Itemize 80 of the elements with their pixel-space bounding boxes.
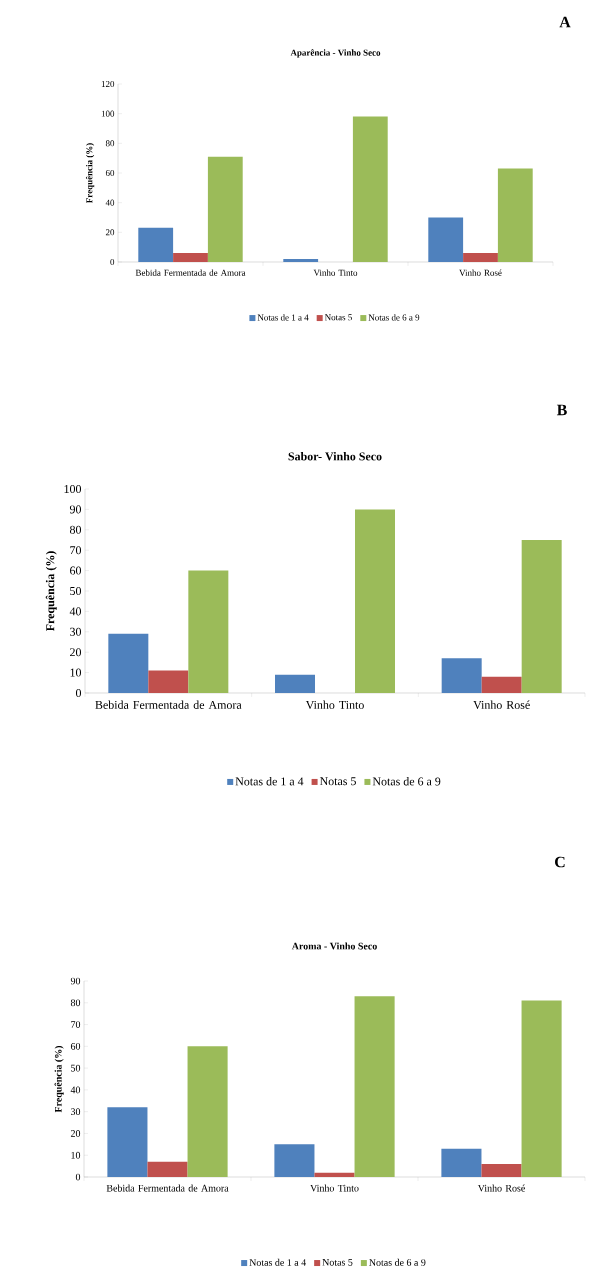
y-tick-label: 40	[69, 607, 82, 616]
legend-label: Notas de 6 a 9	[372, 777, 441, 786]
text: C	[555, 856, 565, 868]
bar	[314, 1172, 355, 1177]
legend-label: Notas de 6 a 9	[368, 314, 420, 321]
bar	[521, 539, 562, 693]
chart-title: Sabor- Vinho Seco	[288, 452, 382, 461]
y-tick-label: 60	[70, 1042, 81, 1050]
x-tick-label: Bebida Fermentada de Amora	[135, 269, 246, 276]
y-tick-label: 0	[75, 688, 82, 698]
bar	[108, 633, 149, 693]
bar	[187, 1046, 228, 1177]
bar	[147, 1161, 188, 1177]
legend-label: Notas 5	[322, 1259, 353, 1266]
x-tick-label: Bebida Fermentada de Amora	[106, 1184, 229, 1192]
y-axis-title: Frequência (%)	[54, 1045, 64, 1113]
y-tick-label: 50	[71, 1064, 81, 1072]
y-tick-label: 20	[70, 1130, 81, 1137]
bar	[107, 1107, 148, 1177]
y-tick-label: 60	[105, 169, 115, 177]
y-tick-label: 40	[70, 1086, 81, 1094]
y-tick-label: 0	[75, 1173, 81, 1181]
y-tick-label: 100	[64, 484, 82, 494]
text: B	[556, 404, 567, 416]
bar	[352, 116, 388, 262]
y-tick-label: 10	[71, 1151, 81, 1159]
y-axis-title: Frequência (%)	[45, 551, 57, 632]
bar	[497, 168, 533, 262]
y-axis-title: Frequência (%)	[85, 143, 95, 203]
y-tick-label: 90	[69, 505, 82, 514]
bar	[274, 1144, 315, 1177]
y-tick-label: 0	[110, 258, 115, 266]
y-tick-label: 20	[105, 229, 115, 236]
bar	[354, 996, 395, 1177]
bar	[173, 253, 208, 262]
legend-label: Notas de 1 a 4	[235, 777, 304, 786]
y-tick-label: 70	[70, 546, 82, 555]
legend-label: Notas de 1 a 4	[257, 314, 309, 321]
y-tick-label: 90	[70, 977, 81, 985]
bar	[207, 156, 243, 262]
x-tick-label: Vinho Tinto	[305, 700, 364, 709]
legend-label: Notas 5	[319, 777, 356, 786]
x-tick-label: Vinho Tinto	[310, 1184, 359, 1192]
bar	[441, 1148, 482, 1177]
legend-label: Notas 5	[324, 314, 352, 321]
x-tick-label: Vinho Rosé	[477, 1184, 525, 1192]
bar	[275, 674, 315, 693]
bar	[188, 570, 229, 693]
chart-title: Aparência - Vinho Seco	[290, 49, 381, 58]
text: A	[559, 16, 571, 28]
y-tick-label: 70	[71, 1021, 81, 1028]
x-tick-label: Bebida Fermentada de Amora	[95, 700, 242, 709]
y-tick-label: 30	[70, 627, 82, 636]
y-tick-label: 40	[105, 199, 115, 206]
chart-title: Aroma - Vinho Seco	[291, 942, 377, 950]
bar	[148, 670, 189, 693]
y-tick-label: 80	[69, 525, 82, 534]
x-tick-label: Vinho Rosé	[473, 700, 530, 710]
y-tick-label: 30	[71, 1108, 81, 1116]
bar	[481, 1163, 522, 1177]
y-tick-label: 20	[70, 648, 82, 657]
bar	[441, 658, 482, 693]
y-tick-label: 50	[70, 586, 82, 596]
bar	[481, 676, 522, 693]
legend-label: Notas de 6 a 9	[369, 1258, 426, 1266]
bar	[521, 1000, 562, 1177]
bar	[355, 509, 395, 693]
bar	[428, 217, 464, 262]
bar	[283, 259, 319, 262]
x-tick-label: Vinho Rosé	[459, 269, 502, 276]
bar	[138, 227, 174, 262]
y-tick-label: 60	[70, 566, 82, 575]
y-tick-label: 80	[70, 999, 81, 1007]
y-tick-label: 120	[101, 80, 115, 88]
x-tick-label: Vinho Tinto	[313, 269, 358, 276]
legend-label: Notas de 1 a 4	[249, 1258, 306, 1266]
bar	[463, 253, 498, 262]
y-tick-label: 80	[105, 140, 115, 147]
y-tick-label: 10	[70, 668, 82, 677]
y-tick-label: 100	[101, 110, 115, 117]
